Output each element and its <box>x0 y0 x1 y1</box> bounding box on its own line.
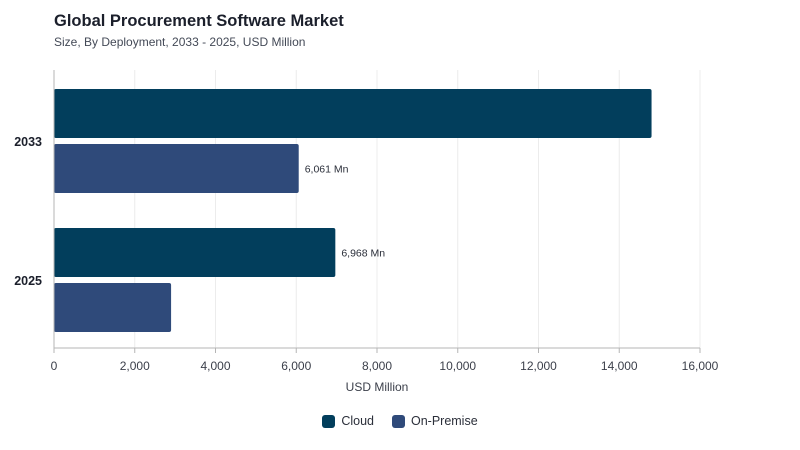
x-tick-label: 10,000 <box>439 359 476 373</box>
x-tick-label: 16,000 <box>682 359 719 373</box>
bars <box>54 89 652 332</box>
legend-label-on-premise: On-Premise <box>410 414 478 428</box>
x-tick-label: 14,000 <box>601 359 638 373</box>
axes: 0 2,000 4,000 6,000 8,000 10,000 12,000 14,000 1… <box>14 70 719 394</box>
legend-swatch-cloud <box>322 414 336 428</box>
y-category-label: 2025 <box>14 274 42 288</box>
y-category-label: 2033 <box>14 135 42 149</box>
x-tick-label: 8,000 <box>362 359 392 373</box>
legend-item-cloud[interactable]: Cloud <box>322 414 374 428</box>
bar-on-premise-2025[interactable] <box>54 283 172 332</box>
x-tick-label: 4,000 <box>200 359 230 373</box>
bar-on-premise-2033[interactable] <box>54 144 299 193</box>
legend-swatch-on-premise <box>391 414 405 428</box>
x-tick-label: 2,000 <box>120 359 150 373</box>
bar-cloud-2033[interactable] <box>54 89 652 138</box>
bar-cloud-2025[interactable] <box>54 228 336 277</box>
data-label: 6,968 Mn <box>341 248 385 260</box>
legend-label-cloud: Cloud <box>341 414 374 428</box>
legend: Cloud On-Premise <box>0 414 800 428</box>
chart-subtitle: Size, By Deployment, 2033 - 2025, USD Mi… <box>54 35 306 49</box>
chart-title: Global Procurement Software Market <box>54 12 344 30</box>
data-labels: 6,061 Mn 6,968 Mn <box>305 164 386 260</box>
legend-item-on-premise[interactable]: On-Premise <box>391 414 478 428</box>
x-tick-label: 6,000 <box>281 359 311 373</box>
x-tick-label: 12,000 <box>520 359 557 373</box>
x-axis-title: USD Million <box>346 380 409 394</box>
x-tick-label: 0 <box>51 359 58 373</box>
data-label: 6,061 Mn <box>305 164 349 176</box>
